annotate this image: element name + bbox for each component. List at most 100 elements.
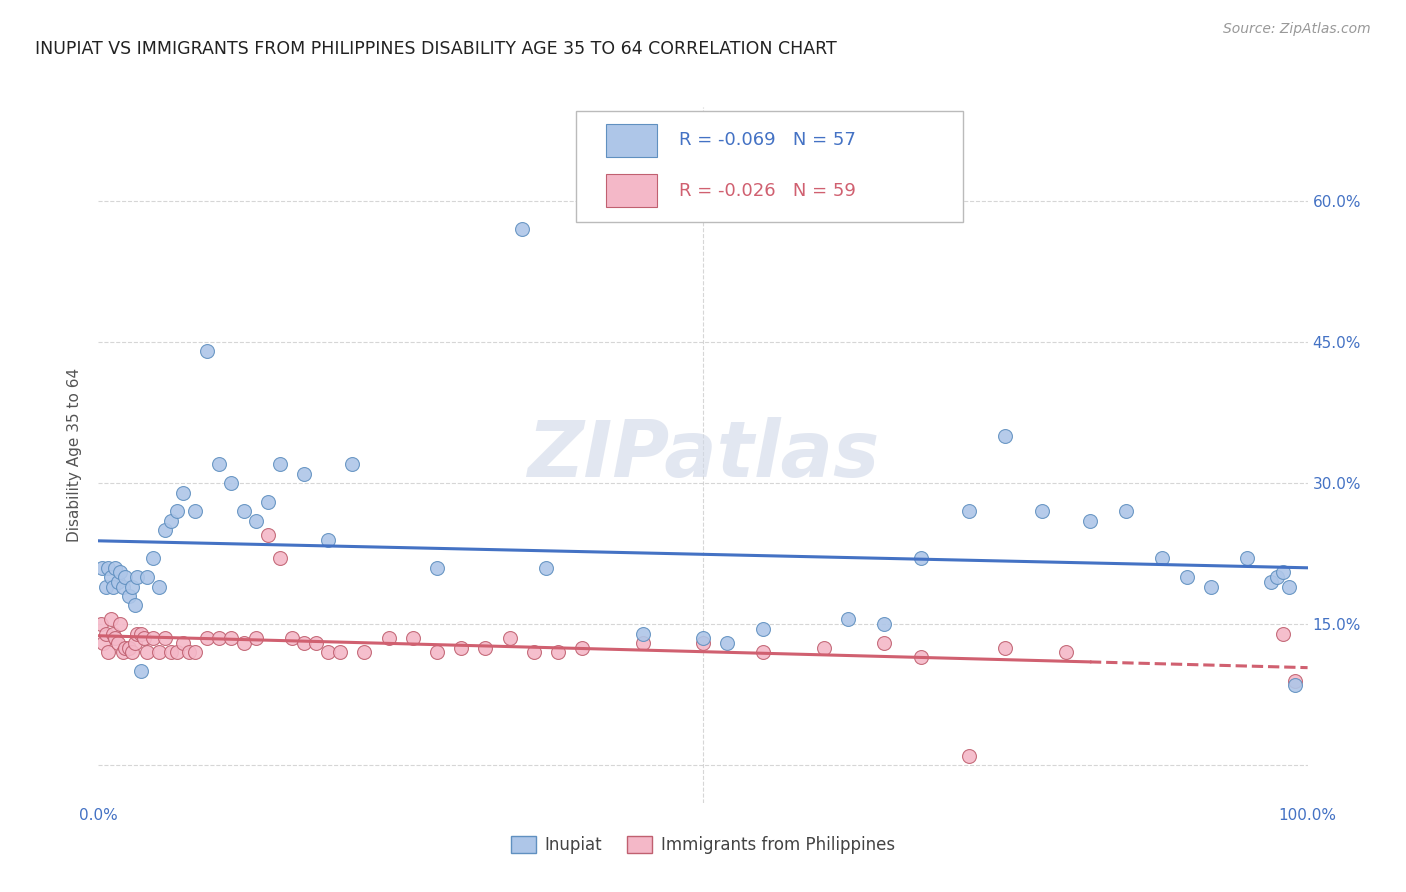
Point <box>111 645 134 659</box>
Point <box>342 458 364 472</box>
Point <box>107 574 129 589</box>
Point <box>316 533 339 547</box>
Point <box>957 504 980 518</box>
Point <box>316 645 339 659</box>
Point <box>813 640 835 655</box>
Point <box>994 640 1017 655</box>
Point <box>547 645 569 659</box>
Point <box>1260 574 1282 589</box>
Point <box>1272 566 1295 580</box>
Point <box>184 645 207 659</box>
Point <box>1031 504 1053 518</box>
Point <box>221 476 243 491</box>
Point <box>1236 551 1258 566</box>
Point <box>135 645 157 659</box>
Point <box>148 580 170 594</box>
Point <box>172 485 194 500</box>
Point <box>523 645 546 659</box>
Point <box>571 640 593 655</box>
Point <box>160 514 183 528</box>
Point <box>166 504 188 518</box>
Point <box>1267 570 1289 584</box>
Point <box>353 645 375 659</box>
Point <box>142 632 165 646</box>
Point <box>402 632 425 646</box>
Point <box>108 566 131 580</box>
Point <box>1278 580 1301 594</box>
Point <box>510 222 533 236</box>
Point <box>873 617 896 632</box>
Point <box>873 636 896 650</box>
Point <box>232 636 254 650</box>
Point <box>100 570 122 584</box>
Point <box>498 632 520 646</box>
Point <box>104 632 127 646</box>
Point <box>153 523 176 537</box>
Point <box>1175 570 1198 584</box>
Point <box>97 645 120 659</box>
Point <box>1284 673 1306 688</box>
Point <box>208 458 231 472</box>
Point <box>127 570 149 584</box>
Point <box>124 636 146 650</box>
Point <box>184 504 207 518</box>
Point <box>208 632 231 646</box>
Point <box>910 650 932 665</box>
Point <box>104 560 127 574</box>
Point <box>631 626 654 640</box>
Point <box>1115 504 1137 518</box>
Point <box>837 612 859 626</box>
Point <box>994 429 1017 443</box>
Point <box>121 580 143 594</box>
Point <box>305 636 328 650</box>
Point <box>91 560 114 574</box>
Point <box>1152 551 1174 566</box>
Point <box>269 551 291 566</box>
Point <box>474 640 496 655</box>
Point <box>172 636 194 650</box>
Point <box>329 645 352 659</box>
FancyBboxPatch shape <box>606 174 657 207</box>
Text: INUPIAT VS IMMIGRANTS FROM PHILIPPINES DISABILITY AGE 35 TO 64 CORRELATION CHART: INUPIAT VS IMMIGRANTS FROM PHILIPPINES D… <box>35 40 837 58</box>
Point <box>716 636 738 650</box>
Point <box>166 645 188 659</box>
Point <box>232 504 254 518</box>
Point <box>100 612 122 626</box>
Point <box>148 645 170 659</box>
Text: Source: ZipAtlas.com: Source: ZipAtlas.com <box>1223 22 1371 37</box>
Point <box>450 640 472 655</box>
FancyBboxPatch shape <box>606 124 657 157</box>
Point <box>153 632 176 646</box>
Point <box>114 640 136 655</box>
Point <box>118 589 141 603</box>
Point <box>752 645 775 659</box>
Point <box>101 626 124 640</box>
Point <box>245 514 267 528</box>
Point <box>426 645 449 659</box>
Point <box>752 622 775 636</box>
Point <box>256 528 278 542</box>
Point <box>114 570 136 584</box>
Point <box>281 632 304 646</box>
Point <box>127 626 149 640</box>
Point <box>957 748 980 763</box>
Point <box>1284 678 1306 692</box>
Point <box>692 632 714 646</box>
Point <box>1078 514 1101 528</box>
Point <box>94 580 117 594</box>
Point <box>195 632 218 646</box>
Point <box>631 636 654 650</box>
Point <box>1272 626 1295 640</box>
FancyBboxPatch shape <box>576 111 963 222</box>
Point <box>426 560 449 574</box>
Point <box>1054 645 1077 659</box>
Point <box>377 632 399 646</box>
Y-axis label: Disability Age 35 to 64: Disability Age 35 to 64 <box>67 368 83 542</box>
Point <box>135 570 157 584</box>
Point <box>142 551 165 566</box>
Point <box>245 632 267 646</box>
Point <box>910 551 932 566</box>
Point <box>97 560 120 574</box>
Point <box>129 626 152 640</box>
Point <box>90 617 112 632</box>
